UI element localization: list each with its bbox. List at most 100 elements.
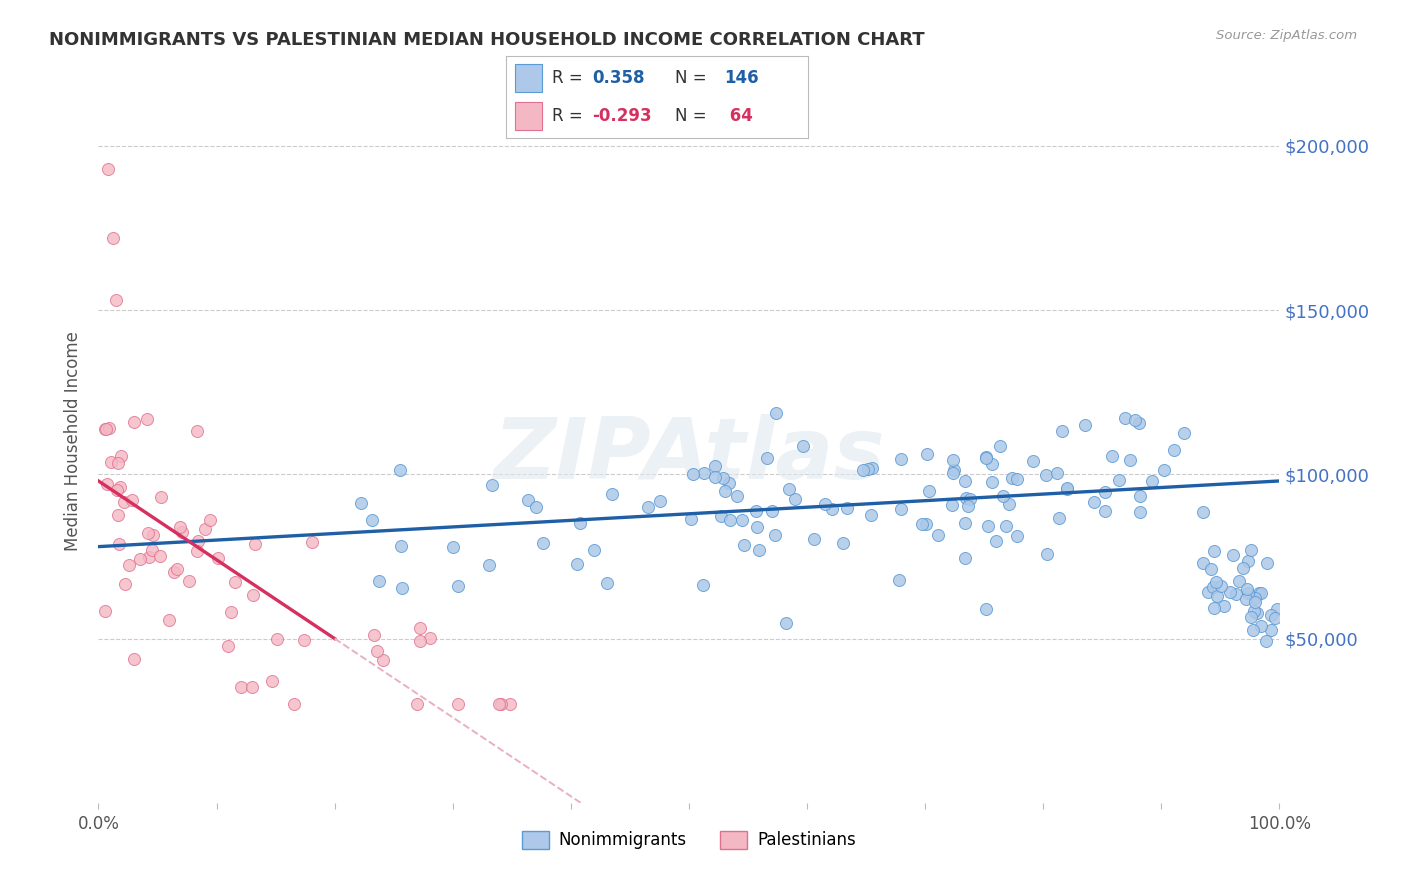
Text: N =: N = — [675, 70, 713, 87]
Point — [914, 517, 936, 532]
Point — [301, 535, 323, 549]
Point — [1001, 471, 1024, 485]
Point — [1243, 603, 1265, 617]
Point — [596, 576, 619, 591]
Point — [96, 477, 118, 491]
Point — [974, 601, 997, 615]
Point — [569, 516, 592, 531]
Point — [765, 406, 787, 420]
Point — [775, 615, 797, 630]
Point — [1083, 495, 1105, 509]
Point — [718, 513, 741, 527]
Point — [693, 466, 716, 480]
Point — [1205, 575, 1227, 590]
Point — [266, 632, 288, 647]
Point — [141, 542, 163, 557]
Point — [1213, 599, 1236, 613]
Point — [731, 512, 754, 526]
Point — [745, 504, 768, 518]
Point — [114, 577, 136, 591]
Point — [1206, 589, 1229, 603]
Point — [792, 439, 814, 453]
Point — [1256, 557, 1278, 571]
Point — [1192, 557, 1215, 571]
Text: NONIMMIGRANTS VS PALESTINIAN MEDIAN HOUSEHOLD INCOME CORRELATION CHART: NONIMMIGRANTS VS PALESTINIAN MEDIAN HOUS… — [49, 31, 925, 49]
Point — [637, 500, 659, 514]
Point — [1128, 416, 1150, 430]
Point — [600, 487, 623, 501]
Point — [859, 508, 882, 523]
Point — [107, 457, 129, 471]
Point — [157, 614, 180, 628]
Point — [240, 680, 263, 694]
Point — [835, 501, 858, 516]
Point — [94, 422, 117, 436]
Point — [1050, 424, 1073, 438]
Point — [366, 644, 388, 658]
Point — [988, 439, 1011, 453]
Text: R =: R = — [551, 107, 588, 125]
Point — [1264, 611, 1286, 625]
Point — [112, 495, 135, 509]
Point — [703, 458, 725, 473]
Point — [389, 463, 412, 477]
Point — [409, 634, 432, 648]
Point — [942, 463, 965, 477]
Point — [447, 698, 470, 712]
Point — [105, 483, 128, 497]
Point — [107, 508, 129, 523]
Point — [122, 651, 145, 665]
Point — [1129, 489, 1152, 503]
Point — [441, 540, 464, 554]
Point — [1056, 481, 1078, 495]
Point — [1046, 466, 1069, 480]
Point — [94, 422, 117, 436]
Point — [135, 412, 157, 426]
Point — [97, 420, 120, 434]
Point — [108, 480, 131, 494]
Point — [681, 511, 703, 525]
Point — [682, 467, 704, 481]
Point — [1119, 453, 1142, 467]
Text: 0.358: 0.358 — [592, 70, 645, 87]
Point — [955, 491, 977, 505]
Point — [1007, 472, 1029, 486]
Point — [105, 293, 128, 308]
Point — [1114, 411, 1136, 425]
Point — [1236, 591, 1258, 606]
Point — [956, 499, 979, 513]
Point — [803, 532, 825, 546]
Point — [1244, 591, 1267, 606]
Point — [138, 550, 160, 565]
Point — [1108, 474, 1130, 488]
Point — [813, 497, 835, 511]
Point — [229, 680, 252, 694]
Point — [980, 475, 1002, 490]
Point — [984, 534, 1007, 549]
Point — [524, 500, 547, 515]
Point — [953, 474, 976, 488]
Point — [283, 698, 305, 712]
Point — [1232, 561, 1254, 575]
Point — [409, 621, 432, 635]
Point — [1219, 585, 1241, 599]
Point — [1035, 467, 1057, 482]
Y-axis label: Median Household Income: Median Household Income — [65, 332, 83, 551]
Point — [97, 161, 120, 176]
Point — [1202, 600, 1225, 615]
Point — [488, 698, 510, 712]
Point — [1056, 482, 1078, 496]
Point — [713, 484, 735, 499]
Point — [1236, 554, 1258, 568]
Text: Source: ZipAtlas.com: Source: ZipAtlas.com — [1216, 29, 1357, 42]
Point — [733, 539, 755, 553]
Point — [1241, 623, 1264, 637]
Point — [832, 535, 855, 549]
Point — [998, 497, 1021, 511]
Point — [1094, 504, 1116, 518]
Point — [778, 482, 800, 496]
Point — [531, 535, 554, 549]
Point — [1192, 505, 1215, 519]
Point — [977, 518, 1000, 533]
Point — [363, 628, 385, 642]
